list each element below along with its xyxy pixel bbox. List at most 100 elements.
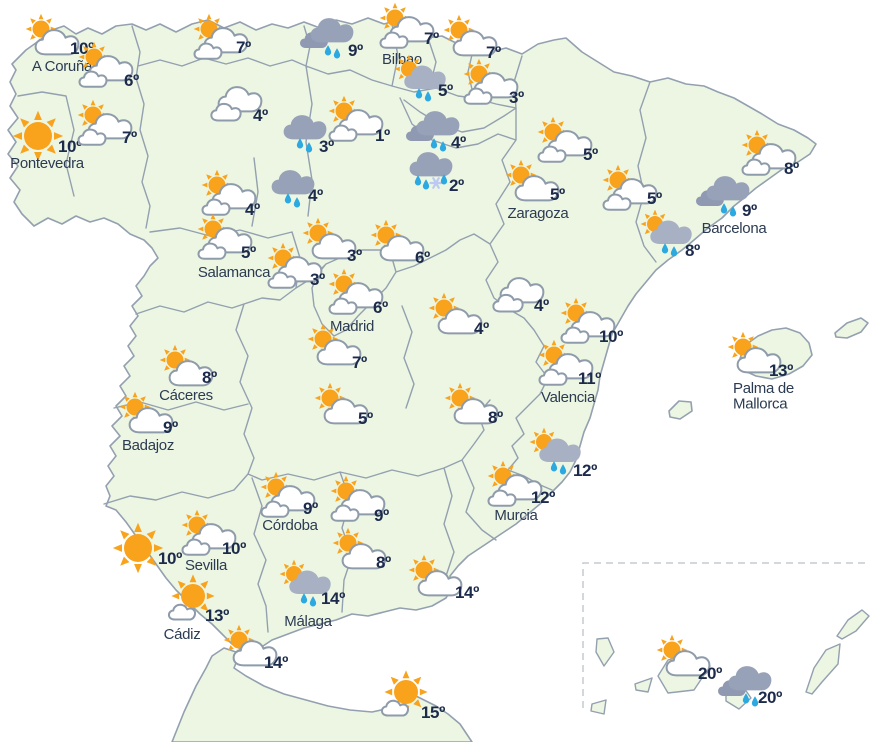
sun-clouds-icon [537, 116, 593, 163]
city-label: Pontevedra [10, 155, 85, 172]
temperature-label: 7º [122, 128, 137, 147]
sun-cloud-icon [428, 292, 483, 335]
temperature-label: 12º [531, 488, 555, 507]
cloud-icon [487, 489, 517, 507]
sun-clouds-icon [487, 460, 543, 507]
weather-point: 9º [300, 18, 363, 60]
ibiza-island-shape [668, 400, 693, 420]
weather-point: 3º [283, 115, 334, 156]
temperature-label: 14º [264, 653, 288, 672]
temperature-label: 10º [58, 137, 82, 156]
raindrop-icon [661, 243, 669, 254]
sun-icon [384, 670, 428, 714]
city-label: Cádiz [164, 626, 201, 643]
cloud-icon [380, 699, 410, 717]
raindrop-icon [324, 45, 332, 56]
weather-point: 5º [602, 164, 662, 211]
sun-cloud-icon [159, 344, 214, 387]
temperature-label: 10º [599, 327, 623, 346]
cloud-icon [736, 347, 782, 374]
temperature-label: 4º [451, 133, 466, 152]
temperature-label: 7º [352, 353, 367, 372]
sun-clouds-icon [201, 169, 257, 216]
sun-clouds-icon [379, 2, 435, 49]
cloud-icon [128, 407, 174, 434]
city-label: Murcia [494, 507, 538, 524]
temperature-label: 3º [319, 137, 334, 156]
city-label: A Coruña [32, 58, 93, 75]
lanzarote-island-shape [836, 609, 870, 640]
sun-clouds-icon [538, 339, 594, 386]
temperature-label: 8º [202, 368, 217, 387]
raindrop-icon [414, 175, 422, 186]
temperature-label: 5º [647, 189, 662, 208]
sun-clouds-icon [77, 99, 133, 146]
weather-point: 10º [181, 509, 247, 558]
raindrop-icon [293, 197, 301, 208]
fuerteventura-island-shape [805, 643, 841, 695]
temperature-label: 8º [685, 241, 700, 260]
temperature-label: 14º [455, 583, 479, 602]
temperature-label: 5º [583, 145, 598, 164]
weather-point: 20º [718, 666, 783, 707]
sun-clouds-icon [328, 95, 384, 142]
cloud-icon [379, 31, 409, 49]
city-label: Salamanca [198, 264, 271, 281]
temperature-label: 9º [742, 201, 757, 220]
sun-rain-icon [529, 427, 581, 475]
cloud-icon [267, 271, 297, 289]
cloud-icon [323, 398, 369, 425]
city-label: Sevilla [185, 557, 228, 574]
sun-cloud-icon [444, 382, 499, 425]
weather-point: 5º [537, 116, 598, 164]
temperature-label: 9º [303, 499, 318, 518]
temperature-label: 5º [358, 409, 373, 428]
raindrop-icon [439, 141, 447, 152]
sun-clouds-icon [197, 213, 253, 260]
city-label: Valencia [541, 389, 596, 406]
weather-point: 4º [271, 170, 323, 208]
weather-point: 6º [78, 41, 139, 90]
city-label: Málaga [284, 613, 332, 630]
temperature-label: 20º [758, 688, 782, 707]
cloud-icon [316, 339, 362, 366]
temperature-label: 4º [308, 186, 323, 205]
sun-big-cloud-icon [167, 574, 215, 621]
temperature-label: 1º [375, 126, 390, 145]
sun-clouds-icon [193, 13, 249, 60]
clouds-icon [210, 86, 263, 122]
temperature-label: 7º [236, 38, 251, 57]
weather-point: 14º [408, 554, 480, 602]
sun-big-icon [112, 522, 164, 574]
temperature-label: 12º [573, 461, 597, 480]
sun-rain-icon [279, 559, 331, 607]
temperature-label: 10º [158, 549, 182, 568]
city-label: Barcelona [702, 220, 768, 237]
temperature-label: 2º [449, 176, 464, 195]
rain-cloud-icon [416, 111, 460, 136]
cloud-icon [417, 570, 463, 597]
weather-point-sevilla: 10º Sevilla [112, 522, 228, 574]
rain2-icon [406, 111, 460, 152]
rain-cloud-icon [310, 18, 354, 43]
weather-point: 2º [409, 152, 464, 195]
weather-point: 7º [77, 99, 137, 147]
cloud-icon [201, 198, 231, 216]
sun-cloud-icon [443, 14, 498, 57]
weather-point: 5º [394, 54, 453, 102]
sun-icon [171, 574, 215, 618]
weather-point: 4º [210, 86, 268, 125]
temperature-label: 13º [205, 606, 229, 625]
cloud-icon [168, 360, 214, 387]
cloud-icon [311, 233, 357, 260]
weather-point-malaga: 14º Málaga [279, 559, 346, 630]
sun-cloud-icon [25, 13, 80, 56]
weather-point: 7º [307, 323, 367, 372]
raindrop-icon [284, 193, 292, 204]
city-label: Cáceres [159, 387, 213, 404]
weather-point: 9º [330, 475, 389, 525]
snowflake-icon [429, 177, 443, 189]
raindrop-icon [424, 91, 432, 102]
